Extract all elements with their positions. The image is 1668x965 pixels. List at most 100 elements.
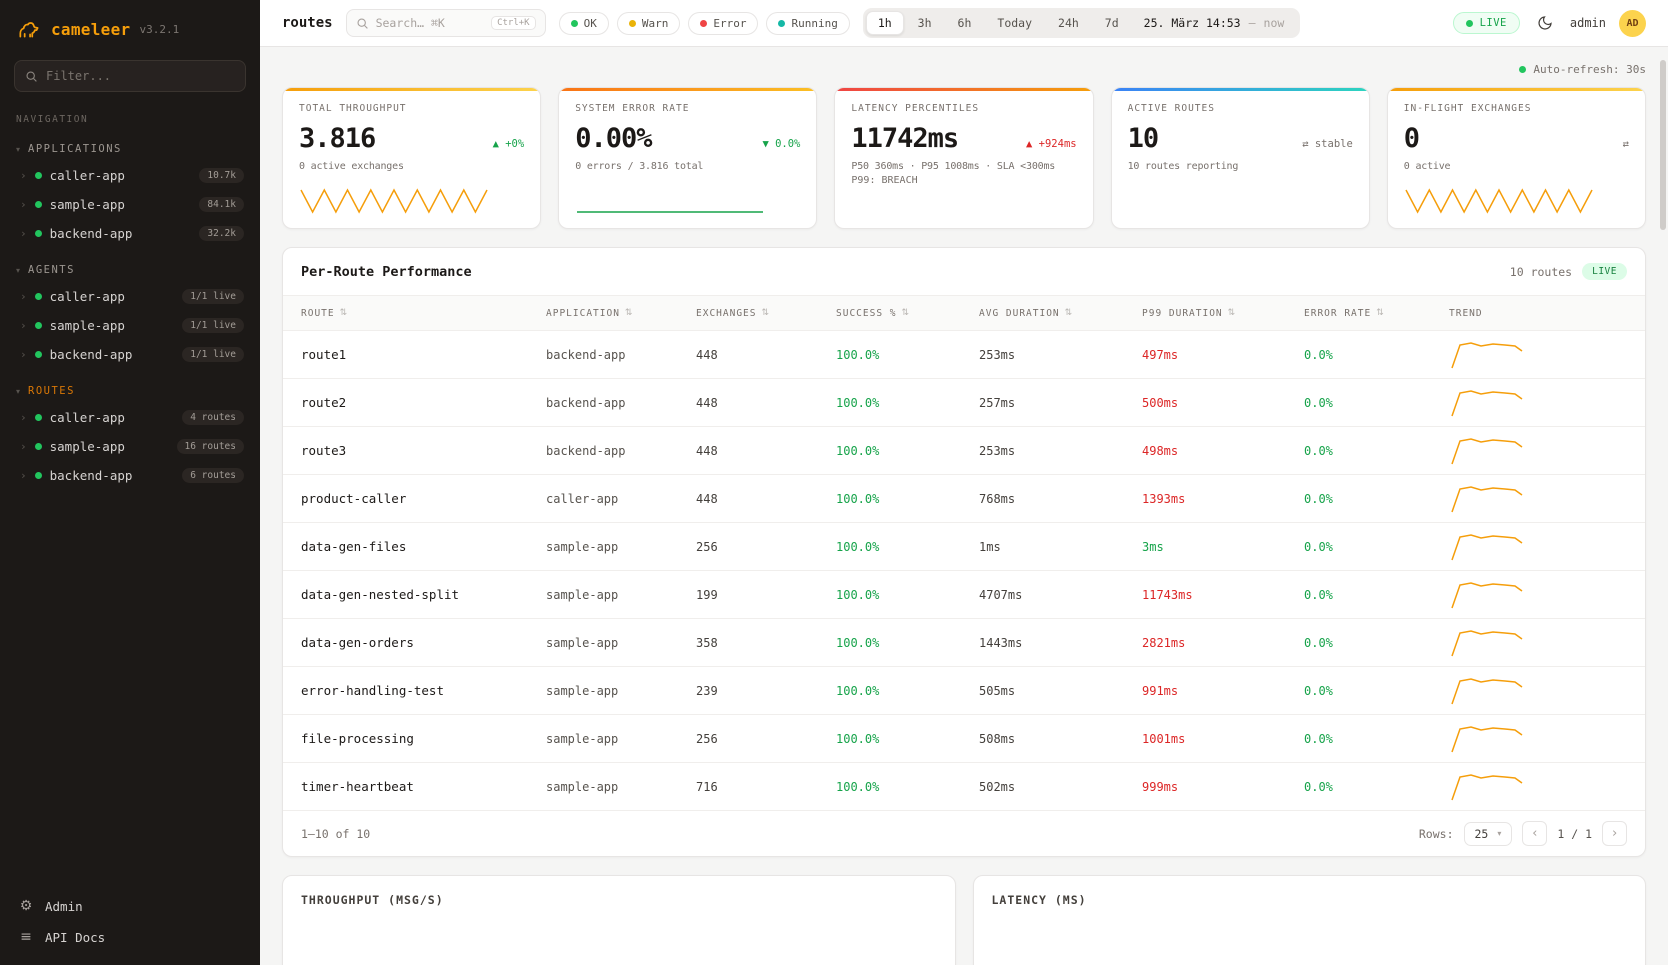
time-range-button[interactable]: 24h	[1046, 11, 1091, 35]
table-row[interactable]: file-processing sample-app 256 100.0% 50…	[283, 715, 1645, 763]
cell-error-rate: 0.0%	[1304, 779, 1333, 794]
main-content: Auto-refresh: 30s TOTAL THROUGHPUT 3.816…	[260, 47, 1668, 965]
sidebar-item[interactable]: › backend-app 1/1 live	[0, 340, 260, 369]
cell-error-rate: 0.0%	[1304, 347, 1333, 362]
cell-exchanges: 716	[696, 779, 718, 794]
time-range-button[interactable]: 6h	[946, 11, 984, 35]
status-dot	[700, 19, 708, 27]
page-indicator: 1 / 1	[1557, 826, 1592, 841]
avatar[interactable]: AD	[1619, 9, 1646, 37]
table-row[interactable]: data-gen-nested-split sample-app 199 100…	[283, 571, 1645, 619]
global-search[interactable]: Search… ⌘K Ctrl+K	[345, 9, 546, 37]
rows-per-page-select[interactable]: 25 ▾	[1463, 821, 1513, 846]
sidebar-item-badge: 84.1k	[199, 197, 244, 212]
sidebar-item[interactable]: › sample-app 84.1k	[0, 190, 260, 219]
moon-icon	[1538, 16, 1552, 30]
kpi-accent-bar	[559, 88, 817, 91]
footer-item-label: Admin	[45, 898, 83, 914]
table-row[interactable]: error-handling-test sample-app 239 100.0…	[283, 667, 1645, 715]
table-row[interactable]: route3 backend-app 448 100.0% 253ms 498m…	[283, 427, 1645, 475]
sidebar-item[interactable]: › caller-app 1/1 live	[0, 282, 260, 311]
kpi-main: 11742ms ▲ +924ms	[851, 123, 1076, 154]
table-row[interactable]: route2 backend-app 448 100.0% 257ms 500m…	[283, 379, 1645, 427]
next-page-button[interactable]: ›	[1602, 821, 1627, 846]
page-title: routes	[282, 15, 333, 31]
sidebar-footer-item[interactable]: ≡ API Docs	[18, 929, 242, 945]
search-shortcut-badge: Ctrl+K	[491, 16, 536, 30]
sidebar-item-label: backend-app	[49, 347, 133, 362]
cell-route: timer-heartbeat	[301, 779, 414, 794]
sidebar-section-header[interactable]: ▾ ROUTES	[0, 381, 260, 401]
column-header[interactable]: ROUTE ⇅	[301, 308, 546, 319]
column-header[interactable]: SUCCESS % ⇅	[836, 308, 979, 319]
status-filter-chip[interactable]: Error	[688, 11, 759, 35]
trend-sparkline	[1449, 626, 1627, 660]
sidebar-footer-item[interactable]: ⚙ Admin	[18, 898, 242, 914]
live-indicator[interactable]: LIVE	[1452, 12, 1520, 34]
table-row[interactable]: product-caller caller-app 448 100.0% 768…	[283, 475, 1645, 523]
search-placeholder: Search… ⌘K	[375, 16, 445, 30]
kpi-card: SYSTEM ERROR RATE 0.00% ▼ 0.0% 0 errors …	[558, 87, 818, 229]
kpi-label: IN-FLIGHT EXCHANGES	[1403, 103, 1532, 114]
app-version: v3.2.1	[139, 22, 180, 36]
scrollbar[interactable]	[1660, 60, 1666, 230]
table-row[interactable]: data-gen-orders sample-app 358 100.0% 14…	[283, 619, 1645, 667]
time-range-button[interactable]: 3h	[906, 11, 944, 35]
chevron-right-icon: ›	[20, 469, 27, 482]
cell-application: sample-app	[546, 635, 619, 650]
table-row[interactable]: route1 backend-app 448 100.0% 253ms 497m…	[283, 331, 1645, 379]
column-header[interactable]: P99 DURATION ⇅	[1142, 308, 1304, 319]
sidebar-filter-input[interactable]	[46, 69, 235, 83]
table-footer: 1–10 of 10 Rows: 25 ▾ ‹ 1 / 1 ›	[283, 811, 1645, 856]
sidebar-item[interactable]: › backend-app 32.2k	[0, 219, 260, 248]
sidebar-item[interactable]: › sample-app 16 routes	[0, 432, 260, 461]
status-filter-chips: OK Warn Error Running	[558, 11, 850, 35]
table-live-badge: LIVE	[1582, 263, 1627, 280]
chevron-down-icon: ▾	[1497, 829, 1502, 838]
live-dot	[1465, 19, 1473, 27]
cell-application: sample-app	[546, 779, 619, 794]
column-header[interactable]: TREND	[1449, 308, 1627, 319]
sidebar-item-badge: 1/1 live	[182, 347, 244, 362]
status-filter-chip[interactable]: Warn	[616, 11, 681, 35]
table-row[interactable]: data-gen-files sample-app 256 100.0% 1ms…	[283, 523, 1645, 571]
sidebar-section-header[interactable]: ▾ AGENTS	[0, 260, 260, 280]
chevron-right-icon: ›	[20, 319, 27, 332]
caret-down-icon: ▾	[16, 265, 21, 275]
chevron-right-icon: ›	[20, 348, 27, 361]
chip-label: Running	[791, 16, 838, 30]
sidebar-filter	[14, 60, 246, 92]
date-from: 25. März 14:53	[1143, 16, 1241, 30]
status-dot	[34, 443, 42, 450]
time-range-button[interactable]: 1h	[865, 11, 904, 35]
column-header[interactable]: EXCHANGES ⇅	[696, 308, 836, 319]
prev-page-button[interactable]: ‹	[1522, 821, 1548, 846]
sidebar-section-header[interactable]: ▾ APPLICATIONS	[0, 139, 260, 159]
kpi-value: 0	[1403, 123, 1420, 154]
sidebar-item[interactable]: › caller-app 10.7k	[0, 161, 260, 190]
main-area: routes Search… ⌘K Ctrl+K OK Warn Error R…	[260, 0, 1668, 965]
status-filter-chip[interactable]: Running	[766, 11, 850, 35]
table-row[interactable]: timer-heartbeat sample-app 716 100.0% 50…	[283, 763, 1645, 811]
sidebar-item[interactable]: › backend-app 6 routes	[0, 461, 260, 490]
column-header[interactable]: AVG DURATION ⇅	[979, 308, 1142, 319]
time-range-button[interactable]: Today	[985, 11, 1044, 35]
sidebar: cameleer v3.2.1 NAVIGATION ▾ APPLICATION…	[0, 0, 260, 965]
trend-sparkline	[1449, 530, 1627, 564]
column-header[interactable]: ERROR RATE ⇅	[1304, 308, 1449, 319]
sort-icon: ⇅	[1227, 308, 1237, 318]
sidebar-item[interactable]: › sample-app 1/1 live	[0, 311, 260, 340]
sidebar-item[interactable]: › caller-app 4 routes	[0, 403, 260, 432]
trend-sparkline	[1449, 338, 1627, 372]
status-filter-chip[interactable]: OK	[558, 11, 609, 35]
cell-p99-duration: 498ms	[1142, 443, 1179, 458]
cell-success: 100.0%	[836, 395, 880, 410]
nav-section-label: NAVIGATION	[16, 114, 89, 125]
pagination-range: 1–10 of 10	[301, 826, 371, 841]
time-range-button[interactable]: 7d	[1093, 11, 1131, 35]
column-header[interactable]: APPLICATION ⇅	[546, 308, 696, 319]
theme-toggle[interactable]	[1533, 11, 1557, 35]
sort-icon: ⇅	[761, 308, 771, 318]
cell-success: 100.0%	[836, 347, 880, 362]
brand[interactable]: cameleer v3.2.1	[0, 0, 260, 54]
